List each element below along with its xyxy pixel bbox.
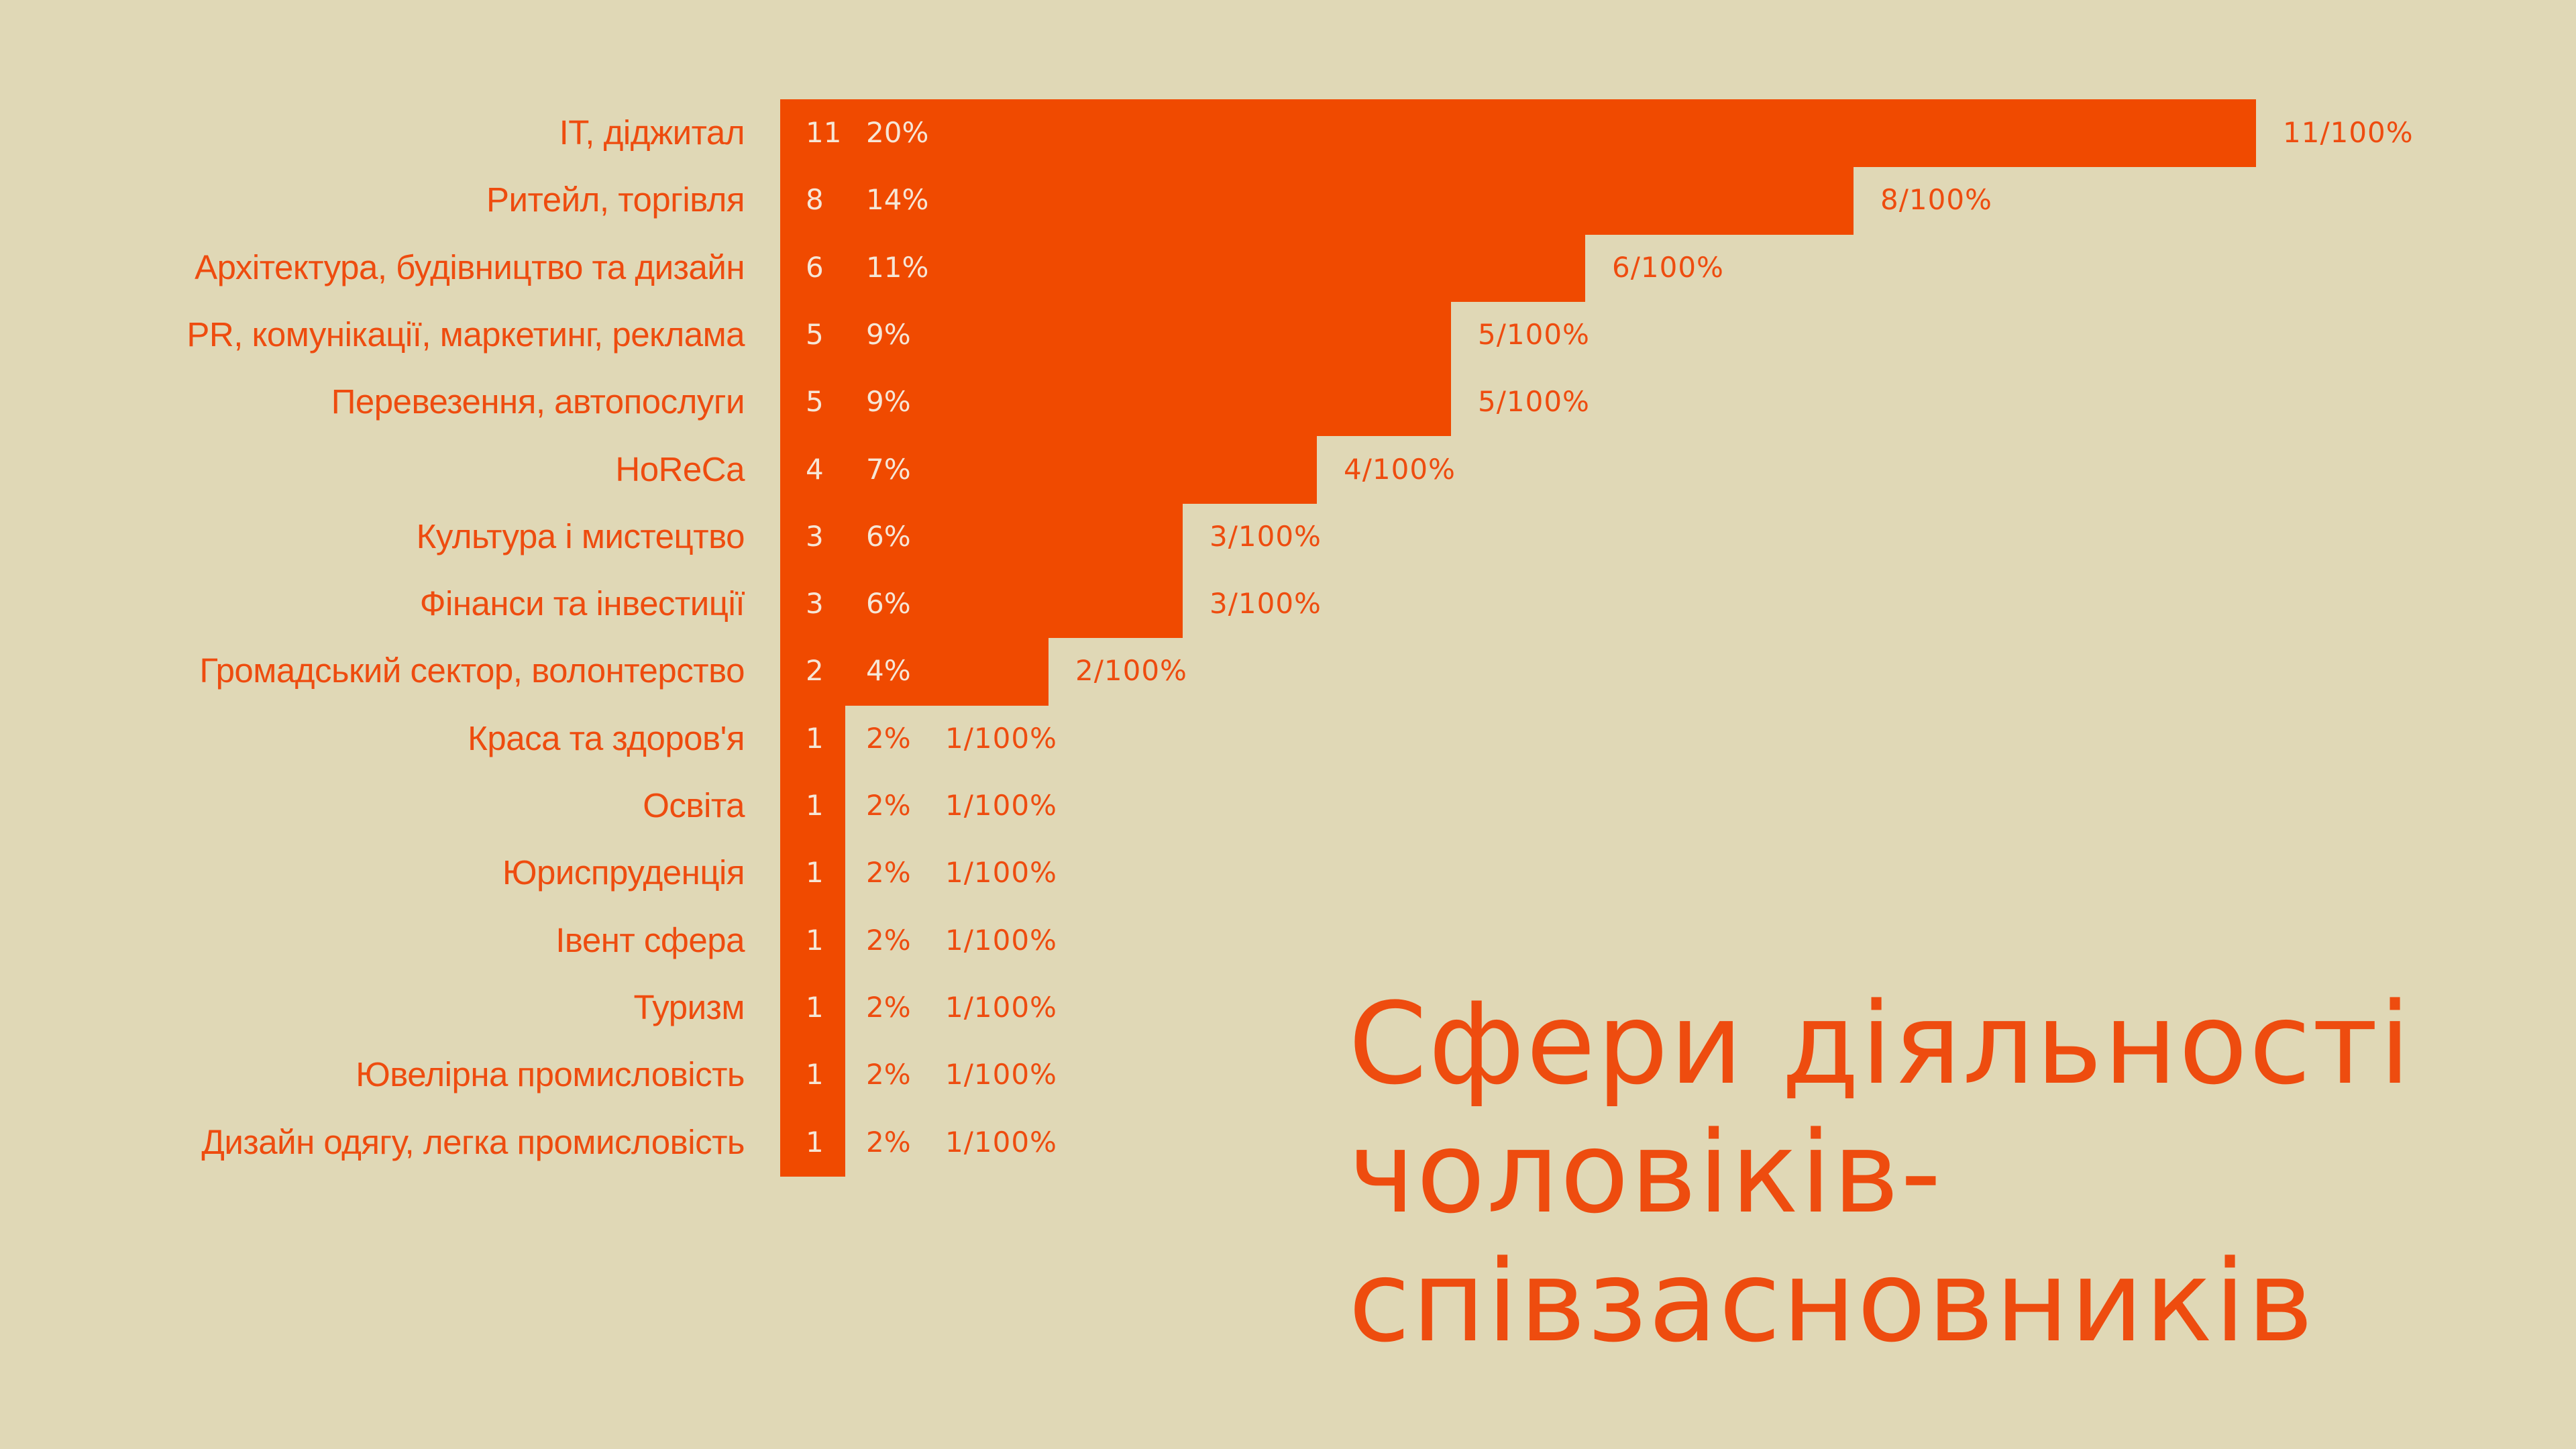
bar-percent-label: 2%	[866, 1058, 911, 1091]
title-line-1: Сфери діяльності	[1348, 978, 2412, 1110]
bar-percent-label: 2%	[866, 856, 911, 890]
category-label: Перевезення, автопослуги	[331, 382, 745, 421]
bar	[780, 1041, 845, 1110]
bar-percent-label: 2%	[866, 789, 911, 822]
bar-count-label: 6	[806, 250, 824, 284]
bar-percent-label: 2%	[866, 1125, 911, 1159]
bar	[780, 570, 1183, 639]
bar-count-label: 1	[806, 789, 824, 822]
bar-ratio-label: 3/100%	[1210, 519, 1322, 553]
category-label: HoReCa	[615, 449, 745, 488]
bar	[780, 368, 1451, 437]
bar-ratio-label: 1/100%	[945, 923, 1057, 957]
bar-count-label: 5	[806, 317, 824, 351]
category-label: Юриспруденція	[502, 853, 745, 892]
category-label: Освіта	[643, 786, 745, 824]
category-label: Краса та здоров'я	[468, 718, 745, 757]
bar-percent-label: 2%	[866, 923, 911, 957]
bar	[780, 99, 2256, 168]
bar	[780, 1108, 845, 1177]
title-line-3: співзасновників	[1348, 1236, 2315, 1367]
bar-ratio-label: 4/100%	[1344, 452, 1456, 486]
category-label: Ювелірна промисловість	[356, 1055, 745, 1094]
bar-count-label: 1	[806, 1125, 824, 1159]
bar-ratio-label: 2/100%	[1075, 654, 1187, 688]
bar-ratio-label: 6/100%	[1612, 250, 1724, 284]
bar-count-label: 4	[806, 452, 824, 486]
bar	[780, 772, 845, 841]
bar	[780, 166, 1854, 235]
bar-percent-label: 6%	[866, 519, 911, 553]
bar-count-label: 1	[806, 990, 824, 1024]
bar-ratio-label: 1/100%	[945, 856, 1057, 890]
bar-ratio-label: 1/100%	[945, 789, 1057, 822]
bar-count-label: 11	[806, 116, 842, 149]
bar-count-label: 1	[806, 721, 824, 755]
bar-percent-label: 7%	[866, 452, 911, 486]
bar-count-label: 1	[806, 923, 824, 957]
bar-count-label: 5	[806, 385, 824, 419]
bar-count-label: 3	[806, 519, 824, 553]
category-label: Фінанси та інвестиції	[419, 584, 745, 623]
bar-count-label: 3	[806, 587, 824, 621]
bar-ratio-label: 1/100%	[945, 721, 1057, 755]
category-label: Івент сфера	[555, 920, 745, 959]
chart-title: Сфери діяльності чоловіків- співзасновни…	[1348, 979, 2542, 1366]
category-label: Культура і мистецтво	[416, 517, 745, 555]
bar-percent-label: 9%	[866, 317, 911, 351]
category-label: Туризм	[633, 987, 745, 1026]
bar-percent-label: 11%	[866, 250, 929, 284]
bar-ratio-label: 5/100%	[1478, 385, 1590, 419]
bar-percent-label: 14%	[866, 183, 929, 217]
bar-ratio-label: 3/100%	[1210, 587, 1322, 621]
bar	[780, 839, 845, 908]
category-label: Ритейл, торгівля	[486, 180, 745, 219]
category-label: PR, комунікації, маркетинг, реклама	[186, 315, 745, 354]
bar-ratio-label: 11/100%	[2283, 116, 2414, 149]
bar-ratio-label: 1/100%	[945, 1058, 1057, 1091]
category-label: Дизайн одягу, легка промисловість	[201, 1122, 745, 1161]
bar-count-label: 1	[806, 1058, 824, 1091]
category-label: Громадський сектор, волонтерство	[199, 651, 745, 690]
category-label: IT, діджитал	[559, 113, 745, 152]
bar	[780, 973, 845, 1042]
bar-percent-label: 9%	[866, 385, 911, 419]
title-line-2: чоловіків-	[1348, 1107, 1943, 1238]
bar-percent-label: 2%	[866, 990, 911, 1024]
bar-percent-label: 4%	[866, 654, 911, 688]
bar	[780, 233, 1585, 302]
bar-ratio-label: 8/100%	[1880, 183, 1992, 217]
bar	[780, 637, 1049, 706]
bar	[780, 435, 1317, 504]
bar	[780, 906, 845, 975]
bar	[780, 704, 845, 773]
bar-ratio-label: 5/100%	[1478, 317, 1590, 351]
bar-percent-label: 6%	[866, 587, 911, 621]
bar	[780, 301, 1451, 370]
category-label: Архітектура, будівництво та дизайн	[195, 248, 745, 286]
bar	[780, 502, 1183, 572]
bar-count-label: 2	[806, 654, 824, 688]
bar-count-label: 1	[806, 856, 824, 890]
bar-ratio-label: 1/100%	[945, 1125, 1057, 1159]
bar-ratio-label: 1/100%	[945, 990, 1057, 1024]
bar-percent-label: 20%	[866, 116, 929, 149]
bar-percent-label: 2%	[866, 721, 911, 755]
bar-count-label: 8	[806, 183, 824, 217]
